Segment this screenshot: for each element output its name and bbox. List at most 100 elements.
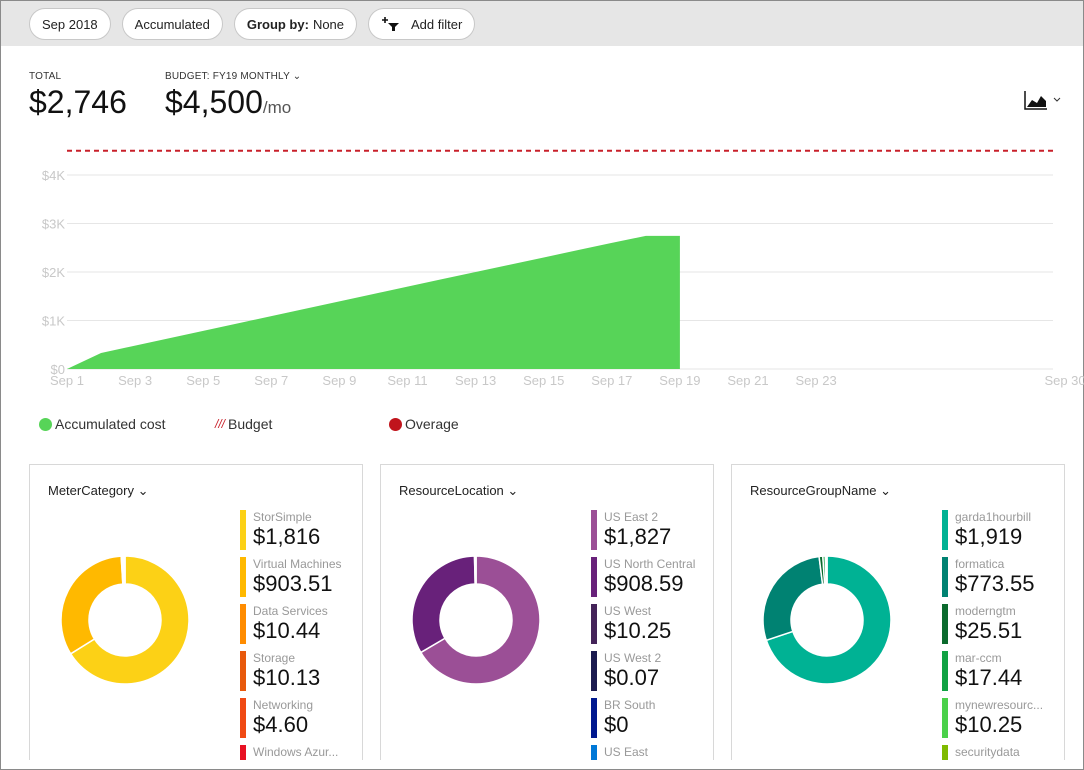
chevron-down-icon: ⌄ <box>880 483 891 498</box>
list-item[interactable]: mar-ccm $17.44 <box>942 651 1043 698</box>
color-bar <box>591 745 597 760</box>
period-button[interactable]: Sep 2018 <box>29 8 111 40</box>
donut-chart <box>60 555 190 685</box>
x-tick-label: Sep 1 <box>50 373 84 388</box>
legend-accumulated: Accumulated cost <box>39 416 166 432</box>
chevron-down-icon: ⌄ <box>292 71 302 82</box>
color-bar <box>591 651 597 691</box>
donut-slice[interactable] <box>60 555 124 655</box>
x-tick-label: Sep 19 <box>659 373 700 388</box>
item-name: US West <box>604 604 652 618</box>
list-item[interactable]: BR South $0 <box>591 698 695 745</box>
group-by-button[interactable]: Group by: None <box>233 8 358 40</box>
color-bar <box>591 510 597 550</box>
item-name: Virtual Machines <box>253 557 342 571</box>
color-bar <box>942 604 948 644</box>
item-name: US East 2 <box>604 510 659 524</box>
budget-selector[interactable]: BUDGET: FY19 MONTHLY ⌄ <box>165 71 301 82</box>
item-name: formatica <box>955 557 1005 571</box>
list-item[interactable]: StorSimple $1,816 <box>240 510 342 557</box>
chevron-down-icon: ⌄ <box>507 483 519 498</box>
list-item[interactable]: Networking $4.60 <box>240 698 342 745</box>
list-item[interactable]: garda1hourbill $1,919 <box>942 510 1043 557</box>
chart-type-button[interactable] <box>1023 89 1063 115</box>
color-bar <box>591 557 597 597</box>
legend-label: Budget <box>228 416 273 432</box>
card-title: ResourceGroupName <box>750 483 877 498</box>
list-item[interactable]: Windows Azur... <box>240 745 342 760</box>
color-bar <box>942 698 948 738</box>
overage-swatch <box>389 417 402 431</box>
list-item[interactable]: US North Central $908.59 <box>591 557 695 604</box>
x-tick-label: Sep 5 <box>186 373 220 388</box>
group-by-label: Group by: <box>246 16 309 32</box>
donut-slice[interactable] <box>762 555 824 642</box>
donut-slice[interactable] <box>419 555 541 685</box>
list-item[interactable]: moderngtm $25.51 <box>942 604 1043 651</box>
item-value: $17.44 <box>955 665 1023 690</box>
item-value: $10.25 <box>604 618 672 643</box>
list-item[interactable]: formatica $773.55 <box>942 557 1043 604</box>
x-tick-label: Sep 7 <box>254 373 288 388</box>
list-item[interactable]: mynewresourc... $10.25 <box>942 698 1043 745</box>
card-title-dropdown[interactable]: ResourceLocation ⌄ <box>399 483 518 499</box>
list-item[interactable]: US East 2 $1,827 <box>591 510 695 557</box>
item-value: $908.59 <box>604 571 684 596</box>
item-value: $1,919 <box>955 524 1023 549</box>
item-value: $10.25 <box>955 712 1023 737</box>
legend-label: Overage <box>405 416 459 432</box>
add-filter-icon <box>382 17 400 31</box>
item-value: $4.60 <box>253 712 309 737</box>
color-bar <box>240 698 246 738</box>
y-tick-label: $1K <box>42 314 65 329</box>
item-name: Storage <box>253 651 296 665</box>
item-name: Networking <box>253 698 314 712</box>
total-kpi: TOTAL $2,746 <box>29 71 127 121</box>
list-item[interactable]: Data Services $10.44 <box>240 604 342 651</box>
x-tick-label: Sep 9 <box>322 373 356 388</box>
y-tick-label: $2K <box>42 265 65 280</box>
legend-budget: ///Budget <box>215 416 272 432</box>
item-name: mar-ccm <box>955 651 1002 665</box>
view-button[interactable]: Accumulated <box>121 8 223 40</box>
list-item[interactable]: US West 2 $0.07 <box>591 651 695 698</box>
list-item[interactable]: US West $10.25 <box>591 604 695 651</box>
list-item[interactable]: US East <box>591 745 695 760</box>
legend-label: Accumulated cost <box>55 416 166 432</box>
item-name: securitydata <box>955 745 1020 759</box>
donut-slice[interactable] <box>765 555 892 685</box>
list-item[interactable]: securitydata <box>942 745 1043 760</box>
list-item[interactable]: Storage $10.13 <box>240 651 342 698</box>
item-name: mynewresourc... <box>955 698 1044 712</box>
breakdown-card-metercategory: MeterCategory ⌄ StorSimple $1,816 Virtual M… <box>29 464 363 760</box>
budget-hatch-icon: /// <box>215 417 226 431</box>
x-tick-label: Sep 23 <box>795 373 836 388</box>
breakdown-card-resourcegroupname: ResourceGroupName ⌄ garda1hourbill $1,919 f… <box>731 464 1065 760</box>
item-name: US West 2 <box>604 651 662 665</box>
color-bar <box>591 604 597 644</box>
donut-slice[interactable] <box>411 555 476 654</box>
item-name: Data Services <box>253 604 328 618</box>
item-value: $0.07 <box>604 665 660 690</box>
accumulated-cost-area <box>67 235 680 369</box>
y-tick-label: $3K <box>42 217 65 232</box>
x-tick-label: Sep 30 <box>1044 373 1084 388</box>
donut-slice[interactable] <box>69 555 190 685</box>
period-label: Sep 2018 <box>42 16 98 32</box>
x-tick-label: Sep 11 <box>387 373 427 388</box>
color-bar <box>240 604 246 644</box>
item-value: $25.51 <box>955 618 1023 643</box>
item-name: Windows Azur... <box>253 745 339 759</box>
color-bar <box>240 557 246 597</box>
color-bar <box>942 557 948 597</box>
item-name: StorSimple <box>253 510 312 524</box>
card-title-dropdown[interactable]: ResourceGroupName ⌄ <box>750 483 891 499</box>
group-by-value: None <box>312 16 345 32</box>
x-tick-label: Sep 17 <box>591 373 632 388</box>
budget-unit: /mo <box>262 98 292 117</box>
color-bar <box>942 745 948 760</box>
card-title-dropdown[interactable]: MeterCategory ⌄ <box>48 483 149 499</box>
view-label: Accumulated <box>134 16 210 32</box>
add-filter-button[interactable]: Add filter <box>368 8 476 40</box>
list-item[interactable]: Virtual Machines $903.51 <box>240 557 342 604</box>
